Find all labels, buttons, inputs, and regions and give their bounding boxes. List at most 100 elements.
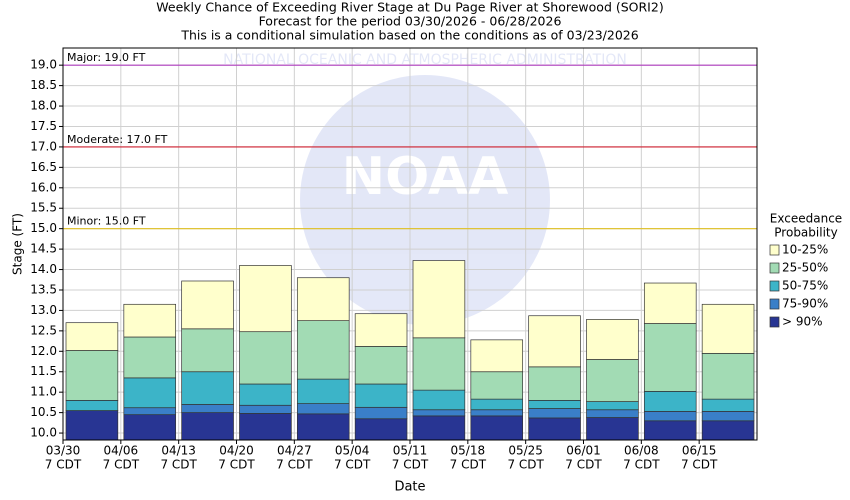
legend-swatch bbox=[769, 298, 780, 310]
chart-title: Weekly Chance of Exceeding River Stage a… bbox=[156, 0, 663, 15]
marks bbox=[65, 260, 755, 441]
x-tick-label: 7 CDT bbox=[103, 458, 140, 472]
threshold-label: Major: 19.0 FT bbox=[67, 51, 146, 64]
legend-swatch bbox=[769, 262, 780, 274]
x-tick-label: 7 CDT bbox=[565, 458, 602, 472]
bar-segment bbox=[181, 412, 234, 441]
x-tick-label: 04/27 bbox=[277, 444, 312, 458]
legend-swatch bbox=[769, 316, 780, 328]
x-tick-label: 7 CDT bbox=[681, 458, 718, 472]
bar-segment bbox=[296, 403, 350, 415]
y-tick-label: 10.0 bbox=[30, 426, 57, 440]
bar-segment bbox=[470, 339, 524, 373]
bar-segment bbox=[586, 359, 639, 402]
bar-segment bbox=[296, 277, 350, 321]
x-axis-label: Date bbox=[394, 480, 425, 495]
bar-segment bbox=[239, 404, 292, 414]
bar-segment bbox=[586, 417, 639, 441]
bar-segment bbox=[528, 417, 581, 441]
threshold-label: Minor: 15.0 FT bbox=[67, 215, 146, 228]
bar-segment bbox=[701, 398, 755, 412]
bar-segment bbox=[528, 315, 581, 368]
chart-title: Forecast for the period 03/30/2026 - 06/… bbox=[259, 14, 562, 29]
x-tick-label: 04/20 bbox=[219, 444, 254, 458]
x-tick-label: 04/06 bbox=[104, 444, 139, 458]
y-tick-label: 14.0 bbox=[30, 262, 57, 276]
bar-segment bbox=[470, 371, 524, 400]
y-tick-label: 18.0 bbox=[30, 99, 57, 113]
bar-segment bbox=[123, 377, 177, 409]
bar-segment bbox=[354, 418, 408, 441]
bar-segment bbox=[701, 303, 755, 354]
bar-segment bbox=[65, 350, 119, 401]
bar-segment bbox=[181, 371, 234, 405]
bar-segment bbox=[65, 400, 119, 411]
y-tick-label: 17.5 bbox=[30, 119, 57, 133]
bar-segment bbox=[470, 409, 524, 417]
bar-segment bbox=[586, 409, 639, 418]
bar-segment bbox=[296, 378, 350, 404]
bar-segment bbox=[412, 409, 466, 417]
bar-segment bbox=[643, 420, 697, 441]
bar-segment bbox=[296, 320, 350, 380]
bar-segment bbox=[412, 260, 466, 339]
x-tick-label: 05/11 bbox=[393, 444, 428, 458]
bar-segment bbox=[181, 280, 234, 330]
y-tick-label: 15.5 bbox=[30, 201, 57, 215]
bar-segment bbox=[586, 319, 639, 360]
legend-label: 50-75% bbox=[782, 279, 828, 293]
bar-segment bbox=[354, 313, 408, 347]
bar-segment bbox=[643, 282, 697, 324]
y-tick-label: 18.5 bbox=[30, 78, 57, 92]
bar-segment bbox=[412, 415, 466, 441]
legend-label: 25-50% bbox=[782, 261, 828, 275]
x-tick-label: 7 CDT bbox=[276, 458, 313, 472]
y-tick-label: 16.0 bbox=[30, 180, 57, 194]
x-tick-label: 03/30 bbox=[46, 444, 81, 458]
x-tick-label: 04/13 bbox=[161, 444, 196, 458]
bar-segment bbox=[65, 410, 119, 441]
x-tick-label: 7 CDT bbox=[334, 458, 371, 472]
x-tick-label: 7 CDT bbox=[218, 458, 255, 472]
x-tick-label: 06/01 bbox=[566, 444, 601, 458]
bar-segment bbox=[296, 413, 350, 441]
legend-label: > 90% bbox=[782, 315, 823, 329]
y-tick-label: 17.0 bbox=[30, 139, 57, 153]
y-tick-label: 13.0 bbox=[30, 303, 57, 317]
x-tick-label: 7 CDT bbox=[507, 458, 544, 472]
bar-segment bbox=[701, 352, 755, 400]
bar-segment bbox=[123, 303, 177, 338]
bar-segment bbox=[528, 366, 581, 401]
y-tick-label: 19.0 bbox=[30, 58, 57, 72]
y-tick-label: 13.5 bbox=[30, 282, 57, 296]
bar-segment bbox=[470, 398, 524, 411]
y-tick-label: 16.5 bbox=[30, 160, 57, 174]
x-tick-label: 05/18 bbox=[451, 444, 486, 458]
bar-segment bbox=[586, 401, 639, 411]
bar-segment bbox=[239, 331, 292, 385]
bar-segment bbox=[701, 411, 755, 422]
y-axis-label: Stage (FT) bbox=[11, 213, 25, 275]
x-tick-label: 7 CDT bbox=[623, 458, 660, 472]
bar-segment bbox=[239, 265, 292, 333]
bar-segment bbox=[412, 337, 466, 391]
legend-swatch bbox=[769, 244, 780, 256]
x-tick-label: 06/15 bbox=[682, 444, 717, 458]
legend-label: 10-25% bbox=[782, 243, 828, 257]
bar-segment bbox=[123, 407, 177, 416]
x-tick-label: 05/04 bbox=[335, 444, 370, 458]
bar-segment bbox=[643, 391, 697, 412]
legend-label: 75-90% bbox=[782, 297, 828, 311]
x-tick-label: 7 CDT bbox=[392, 458, 429, 472]
watermark-disc bbox=[300, 75, 550, 325]
y-tick-label: 12.5 bbox=[30, 323, 57, 337]
legend-title: Exceedance bbox=[770, 212, 842, 226]
bar-segment bbox=[354, 383, 408, 408]
y-tick-label: 14.5 bbox=[30, 242, 57, 256]
bar-segment bbox=[528, 408, 581, 419]
y-tick-label: 10.5 bbox=[30, 405, 57, 419]
x-tick-label: 7 CDT bbox=[45, 458, 82, 472]
bar-segment bbox=[239, 383, 292, 406]
bar-segment bbox=[181, 404, 234, 413]
chart-title: This is a conditional simulation based o… bbox=[180, 28, 638, 43]
